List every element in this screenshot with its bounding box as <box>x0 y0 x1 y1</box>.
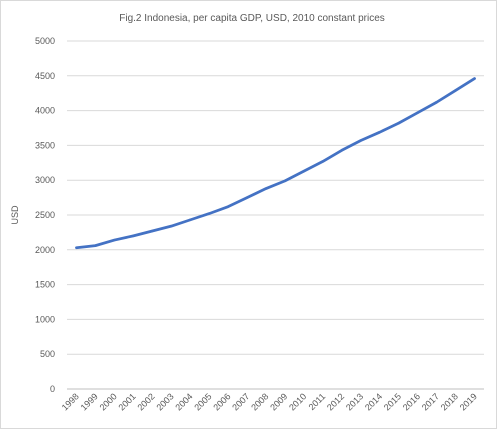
y-tick-label: 1500 <box>35 280 55 290</box>
data-point <box>397 121 400 125</box>
data-point <box>321 160 325 163</box>
x-tick-label: 2007 <box>230 391 251 412</box>
x-tick-label: 2019 <box>458 391 479 412</box>
y-axis-label: USD <box>10 205 20 225</box>
data-point <box>226 205 230 208</box>
y-tick-label: 4000 <box>35 106 55 116</box>
x-tick-label: 2001 <box>117 391 138 412</box>
data-point <box>454 89 457 92</box>
x-tick-label: 2005 <box>192 391 213 412</box>
data-point <box>113 238 116 242</box>
data-point <box>189 218 192 222</box>
x-tick-label: 2003 <box>154 391 175 412</box>
data-point <box>473 77 476 80</box>
data-point <box>378 130 381 134</box>
x-tick-label: 2015 <box>382 391 403 412</box>
series-layer <box>75 77 476 250</box>
x-tick-label: 2002 <box>135 391 156 412</box>
data-point <box>75 246 78 249</box>
x-tick-label: 2018 <box>439 391 460 412</box>
x-tick-label: 1999 <box>79 391 100 412</box>
y-tick-label: 2000 <box>35 245 55 255</box>
data-point <box>416 111 419 114</box>
data-point <box>302 169 306 173</box>
data-point <box>340 149 344 152</box>
y-tick-label: 1000 <box>35 314 55 324</box>
data-point <box>151 229 154 233</box>
data-point <box>359 139 362 142</box>
x-tick-label: 2008 <box>249 391 270 412</box>
x-tick-label: 2000 <box>98 391 119 412</box>
data-point <box>283 179 287 183</box>
data-point <box>264 187 268 190</box>
series-line <box>75 77 476 250</box>
x-tick-label: 2004 <box>173 391 194 412</box>
x-tick-label: 2017 <box>420 391 441 412</box>
y-tick-label: 500 <box>40 349 55 359</box>
chart-title: Fig.2 Indonesia, per capita GDP, USD, 20… <box>119 13 385 24</box>
x-axis-ticks: 1998199920002001200220032004200520062007… <box>60 391 479 412</box>
gridlines <box>67 40 484 390</box>
data-point <box>132 234 135 238</box>
x-tick-label: 1998 <box>60 391 81 412</box>
y-tick-label: 5000 <box>35 36 55 46</box>
data-point <box>94 244 97 247</box>
x-tick-label: 2009 <box>268 391 289 412</box>
x-tick-label: 2016 <box>401 391 422 412</box>
x-tick-label: 2012 <box>325 391 346 412</box>
y-tick-label: 3500 <box>35 140 55 150</box>
y-tick-label: 3000 <box>35 175 55 185</box>
x-tick-label: 2006 <box>211 391 232 412</box>
x-tick-label: 2013 <box>344 391 365 412</box>
data-point <box>170 224 173 228</box>
y-tick-label: 2500 <box>35 210 55 220</box>
y-tick-label: 4500 <box>35 71 55 81</box>
y-axis-ticks: 0 500 1000 1500 2000 2500 3000 3500 4000 4500 5000 <box>35 36 55 394</box>
x-tick-label: 2011 <box>307 391 328 412</box>
data-point <box>245 196 249 199</box>
x-tick-label: 2014 <box>363 391 384 412</box>
data-point <box>435 101 438 104</box>
y-tick-label: 0 <box>50 384 55 394</box>
x-tick-label: 2010 <box>287 391 308 412</box>
data-point <box>207 212 211 215</box>
